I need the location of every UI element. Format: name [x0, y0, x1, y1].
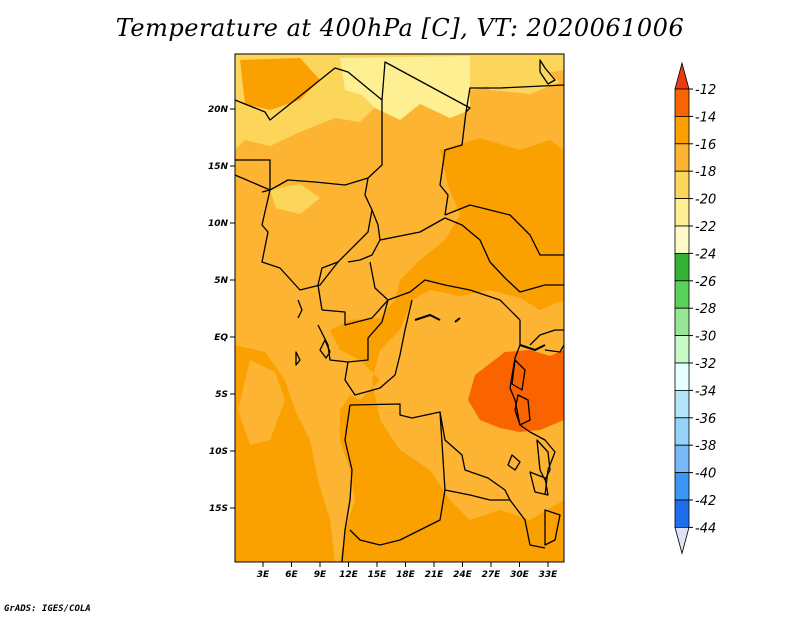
- colorbar-top-arrow: [674, 61, 690, 90]
- colorbar-swatch: [674, 444, 690, 474]
- colorbar-label: -32: [695, 357, 716, 372]
- lon-label: 15E: [368, 570, 388, 580]
- lat-label: 10N: [208, 219, 229, 229]
- colorbar-swatch: [674, 472, 690, 501]
- lat-label: 15N: [208, 162, 229, 172]
- colorbar-label: -22: [695, 220, 716, 235]
- field-lighter-patch-2: [445, 470, 500, 515]
- field-lighter-patch: [238, 360, 285, 445]
- colorbar-swatch: [674, 116, 690, 145]
- colorbar-label: -12: [695, 83, 716, 98]
- colorbar-swatch: [674, 335, 690, 364]
- lat-label: 10S: [209, 447, 228, 457]
- lat-label: EQ: [214, 333, 228, 343]
- country-borders: [235, 59, 564, 562]
- field-palest-north: [340, 56, 470, 120]
- lon-label: 3E: [257, 570, 270, 580]
- colorbar-label: -42: [695, 494, 716, 509]
- map-frame: [234, 53, 565, 563]
- lon-label: 12E: [339, 570, 359, 580]
- lakes: [414, 313, 546, 352]
- colorbar: -12 -14 -16 -18 -20 -22 -24 -26 -28 -30 -32 -34 -36 -…: [674, 61, 716, 555]
- colorbar-label: -16: [695, 138, 716, 153]
- colorbar-swatch: [674, 225, 690, 254]
- lat-label: 15S: [209, 504, 228, 514]
- colorbar-swatch: [674, 307, 690, 337]
- lat-label: 5S: [215, 390, 228, 400]
- lat-label: 5N: [214, 276, 228, 286]
- lon-label: 18E: [396, 570, 416, 580]
- field-dark-orange: [468, 350, 564, 432]
- lon-label: 33E: [539, 570, 559, 580]
- lon-label: 24E: [453, 570, 473, 580]
- colorbar-label: -30: [695, 330, 716, 345]
- colorbar-label: -34: [695, 384, 716, 399]
- colorbar-label: -18: [695, 165, 716, 180]
- map-title: Temperature at 400hPa [C], VT: 202006100…: [115, 14, 685, 42]
- colorbar-label: -36: [695, 412, 716, 427]
- lat-label: 20N: [208, 105, 229, 115]
- colorbar-label: -44: [695, 521, 716, 536]
- lon-axis: 3E 6E 9E 12E 15E 18E 21E 24E 27E 30E 33E: [257, 562, 558, 580]
- colorbar-swatch: [674, 88, 690, 117]
- lon-label: 21E: [425, 570, 445, 580]
- lon-label: 9E: [314, 570, 327, 580]
- colorbar-label: -20: [695, 193, 716, 208]
- colorbar-swatch: [674, 252, 690, 282]
- colorbar-swatch: [674, 389, 690, 419]
- colorbar-swatch: [674, 143, 690, 172]
- lat-axis: 20N 15N 10N 5N EQ 5S 10S 15S: [208, 105, 235, 514]
- colorbar-bottom-arrow: [674, 527, 690, 555]
- colorbar-swatch: [674, 198, 690, 227]
- colorbar-swatch: [674, 170, 690, 199]
- colorbar-swatch: [674, 280, 690, 309]
- colorbar-swatch: [674, 499, 690, 528]
- colorbar-label: -28: [695, 302, 716, 317]
- field-orange-east: [330, 138, 564, 562]
- colorbar-label: -26: [695, 275, 716, 290]
- grads-credit: GrADS: IGES/COLA: [4, 604, 91, 614]
- colorbar-label: -24: [695, 247, 716, 262]
- colorbar-swatch: [674, 417, 690, 446]
- lon-label: 30E: [510, 570, 530, 580]
- field-orange-north: [240, 58, 320, 110]
- colorbar-label: -40: [695, 467, 716, 482]
- lon-label: 27E: [482, 570, 502, 580]
- lon-label: 6E: [285, 570, 298, 580]
- field-pale-patch-1: [270, 184, 320, 214]
- map-panel: [235, 54, 564, 562]
- colorbar-label: -38: [695, 439, 716, 454]
- colorbar-swatch: [674, 362, 690, 391]
- colorbar-label: -14: [695, 110, 716, 125]
